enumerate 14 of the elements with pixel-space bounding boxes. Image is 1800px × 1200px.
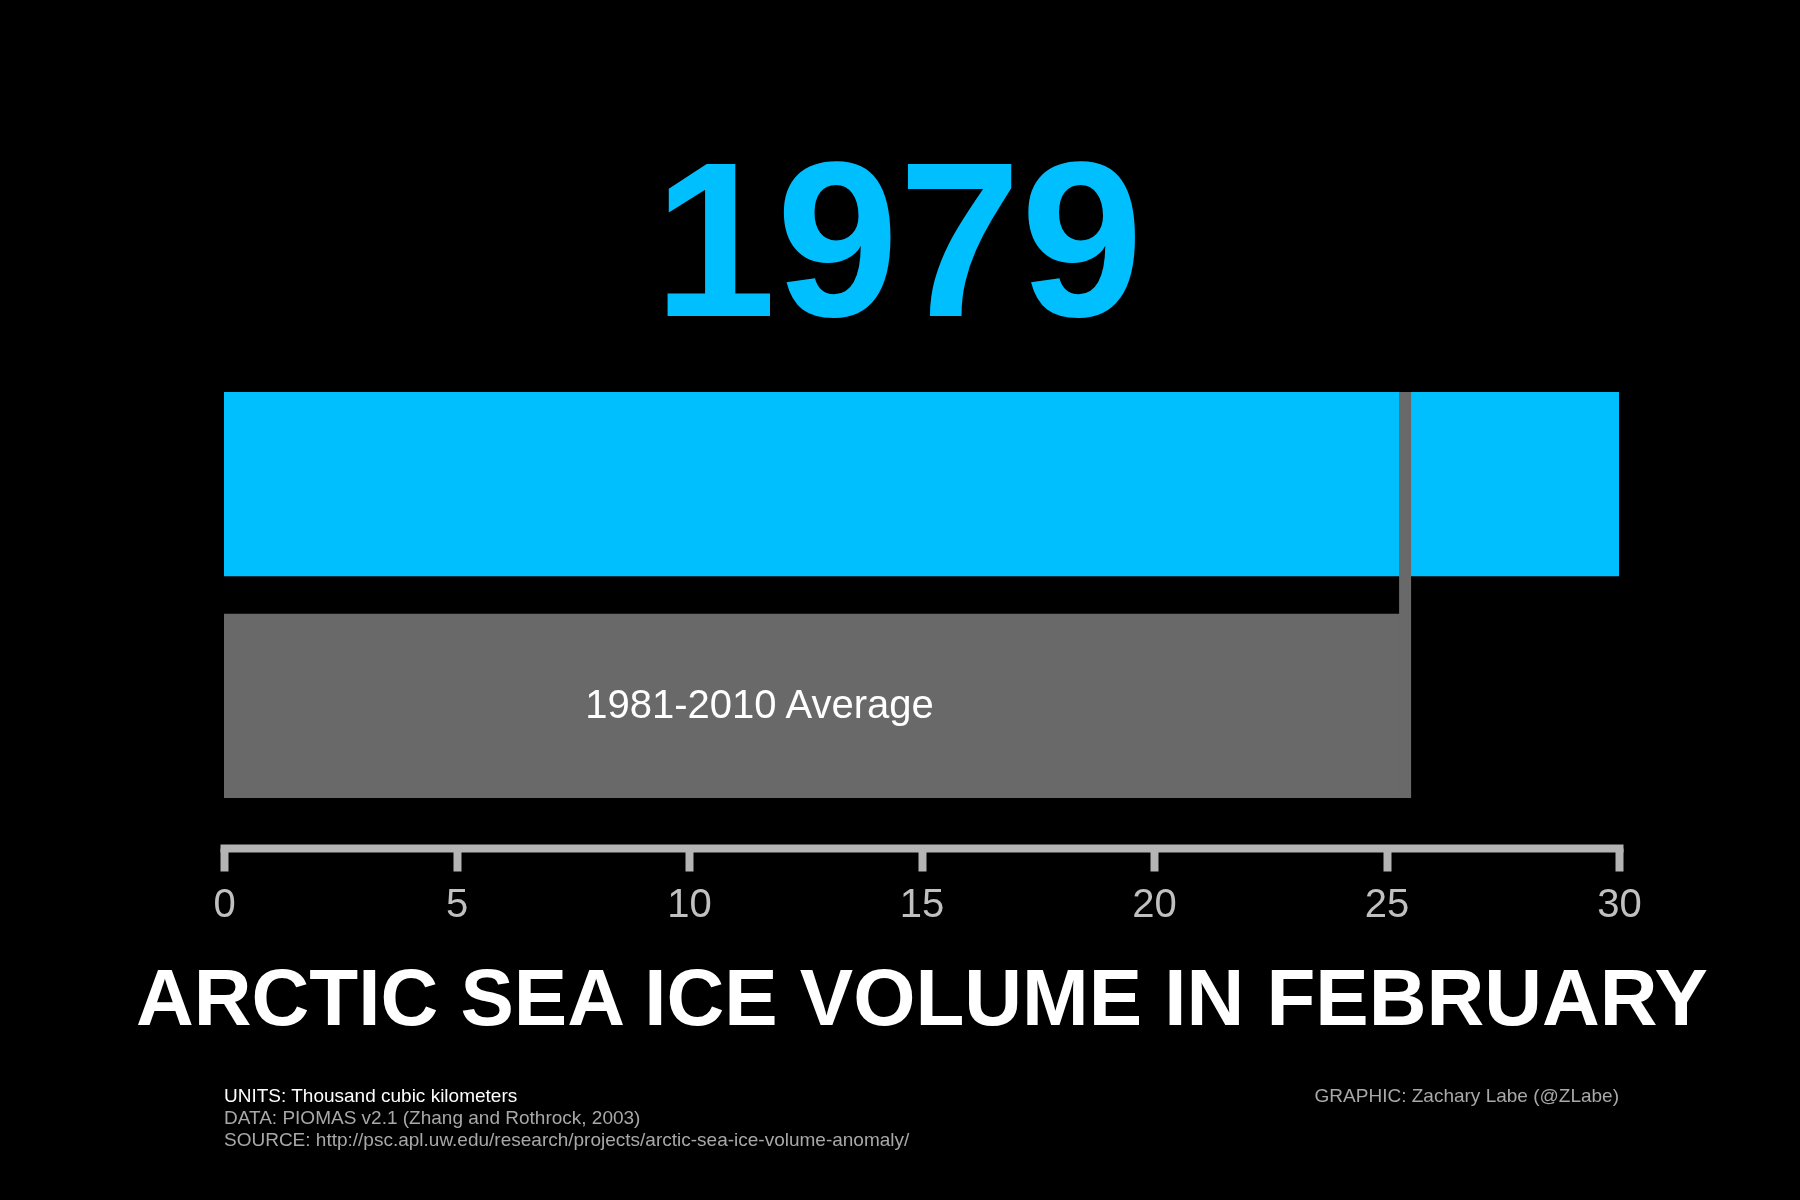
x-tick-label: 15	[899, 880, 945, 925]
chart-title: 1979	[653, 117, 1144, 363]
x-axis-title: ARCTIC SEA ICE VOLUME IN FEBRUARY	[136, 952, 1708, 1042]
source-note: SOURCE: http://psc.apl.uw.edu/research/projects/arctic-sea-ice-volume-anomaly/	[224, 1129, 911, 1150]
text: UNITS: Thousand cubic kilometers	[224, 1085, 518, 1106]
x-tick-label: 5	[445, 880, 469, 925]
text: DATA: PIOMAS v2.1 (Zhang and Rothrock, 2003)	[224, 1107, 641, 1128]
x-tick-label: 0	[213, 880, 236, 925]
x-tick-label: 30	[1597, 880, 1642, 925]
x-tick-label: 10	[667, 880, 712, 925]
x-tick-label: 25	[1364, 880, 1410, 925]
x-tick-label: 20	[1132, 880, 1177, 925]
text: GRAPHIC: Zachary Labe (@ZLabe)	[1314, 1085, 1619, 1106]
y-tick-label: 1981-2010 Average	[585, 681, 934, 726]
